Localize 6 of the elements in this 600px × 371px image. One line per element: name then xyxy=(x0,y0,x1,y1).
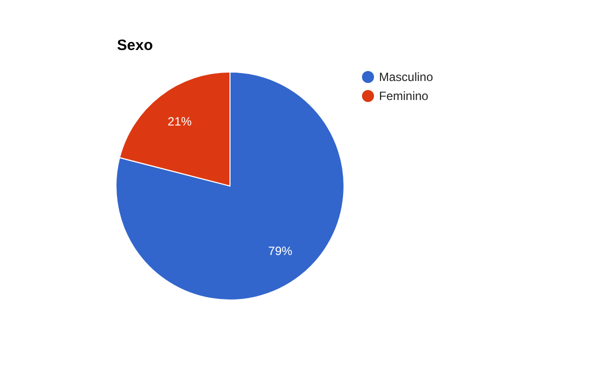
data-label: 79% xyxy=(268,244,293,258)
legend-label: Masculino xyxy=(379,70,434,84)
data-label: 21% xyxy=(168,114,192,128)
chart-title: Sexo xyxy=(117,37,153,54)
legend-label: Feminino xyxy=(379,89,429,104)
pie-slice xyxy=(116,72,344,300)
